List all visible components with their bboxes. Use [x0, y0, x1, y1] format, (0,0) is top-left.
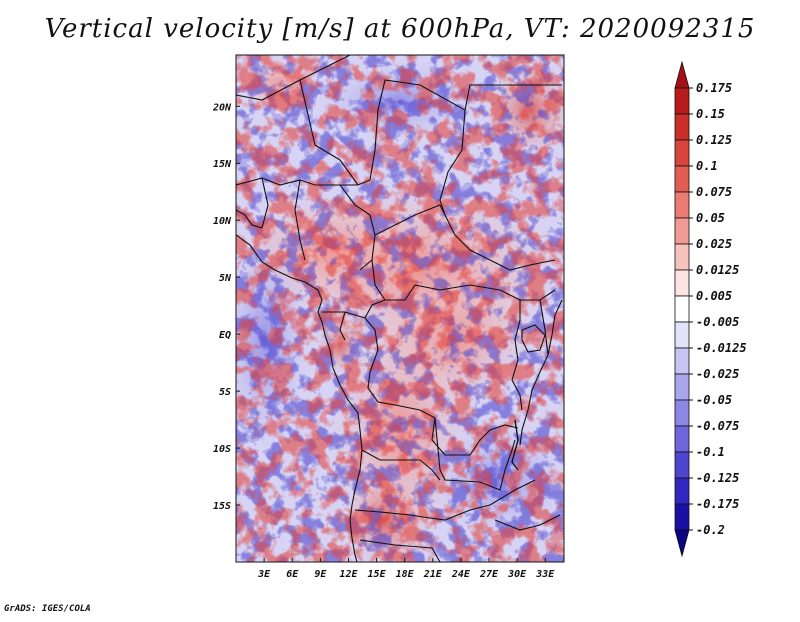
colorbar-label: -0.005: [696, 315, 739, 329]
colorbar-swatch: [674, 165, 690, 193]
colorbar-label: 0.005: [696, 289, 732, 303]
colorbar-label: -0.2: [696, 523, 725, 537]
colorbar-swatch: [674, 269, 690, 297]
axis-ticks: 3E 6E 9E 12E 15E 18E 21E 24E 27E 30E 33E 20N 15N 10N 5…: [212, 102, 555, 580]
lon-tick-label: 12E: [339, 569, 358, 580]
colorbar-swatch: [674, 477, 690, 505]
lon-tick-label: 27E: [479, 569, 499, 580]
lon-tick-label: 15E: [368, 569, 387, 580]
colorbar-swatch: [674, 295, 690, 323]
lat-tick-label: 20N: [212, 102, 232, 113]
colorbar-swatch: [674, 217, 690, 245]
colorbar-label: -0.0125: [696, 341, 747, 355]
colorbar-swatch: [674, 399, 690, 427]
chart-title: Vertical velocity [m/s] at 600hPa, VT: 2…: [44, 14, 756, 44]
lon-tick-label: 6E: [286, 569, 299, 580]
colorbar-swatch: [674, 139, 690, 167]
colorbar-label: 0.075: [696, 185, 732, 199]
lon-tick-label: 18E: [396, 569, 415, 580]
colorbar-label: 0.15: [696, 107, 725, 121]
lat-tick-label: 15S: [213, 501, 231, 512]
colorbar-swatch: [674, 191, 690, 219]
lat-tick-label: 5N: [219, 273, 232, 284]
colorbar-label: -0.125: [696, 471, 739, 485]
colorbar-label: 0.1: [696, 159, 718, 173]
colorbar-label: 0.125: [696, 133, 732, 147]
country-borders: [236, 55, 563, 562]
map-frame: [235, 54, 565, 563]
colorbar: 0.175 0.15 0.125 0.1 0.075 0.05 0.025 0.0125 0.0…: [674, 60, 747, 558]
colorbar-label: 0.0125: [696, 263, 739, 277]
colorbar-swatch: [674, 113, 690, 141]
lon-tick-label: 21E: [423, 569, 443, 580]
lon-tick-label: 33E: [535, 569, 555, 580]
colorbar-label: -0.075: [696, 419, 739, 433]
colorbar-label: -0.175: [696, 497, 739, 511]
colorbar-label: -0.05: [696, 393, 732, 407]
colorbar-swatch: [674, 60, 690, 89]
colorbar-swatch: [674, 529, 690, 558]
colorbar-label: -0.025: [696, 367, 739, 381]
lon-tick-label: 30E: [507, 569, 527, 580]
lat-tick-label: 15N: [213, 159, 232, 170]
colorbar-swatch: [674, 451, 690, 479]
colorbar-label: 0.175: [696, 81, 732, 95]
colorbar-swatch: [674, 87, 690, 115]
lat-tick-label: 5S: [219, 387, 231, 398]
lon-tick-label: 24E: [451, 569, 471, 580]
lat-tick-label: 10S: [213, 444, 231, 455]
lat-tick-label: EQ: [219, 330, 231, 341]
velocity-field: [236, 55, 564, 562]
colorbar-label: 0.05: [696, 211, 725, 225]
lon-tick-label: 9E: [314, 569, 327, 580]
grads-credit: GrADS: IGES/COLA: [4, 604, 91, 614]
colorbar-label: 0.025: [696, 237, 732, 251]
colorbar-swatch: [674, 347, 690, 375]
lat-tick-label: 10N: [213, 216, 232, 227]
colorbar-swatch: [674, 503, 690, 531]
lon-tick-label: 3E: [257, 569, 271, 580]
colorbar-swatch: [674, 243, 690, 271]
colorbar-swatch: [674, 425, 690, 453]
colorbar-label: -0.1: [696, 445, 725, 459]
colorbar-swatch: [674, 373, 690, 401]
colorbar-swatch: [674, 321, 690, 349]
